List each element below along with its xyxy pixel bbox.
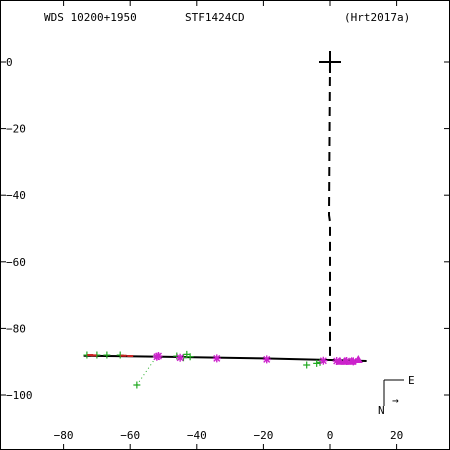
compass-motion-arrow: →	[392, 394, 399, 407]
primary-star-marker	[319, 51, 341, 73]
x-tick-label: −40	[187, 429, 207, 442]
header-wds-id: WDS 10200+1950	[44, 11, 137, 24]
star-mark	[332, 357, 341, 366]
compass-north-label: N	[378, 404, 385, 417]
star-mark	[319, 356, 328, 365]
y-axis: 0 −20 −40 −60 −80 −100	[0, 56, 450, 402]
triangle-mark	[353, 355, 363, 364]
y-tick-label: −80	[6, 322, 26, 335]
compass-east-label: E	[408, 374, 415, 387]
y-tick-label: −100	[6, 389, 33, 402]
star-mark	[212, 354, 221, 363]
y-tick-label: −20	[6, 123, 26, 136]
header-reference: (Hrt2017a)	[344, 11, 410, 24]
compass: E N →	[378, 374, 415, 417]
residual-line	[136, 355, 158, 386]
x-tick-label: 20	[390, 429, 403, 442]
star-mark	[262, 355, 271, 364]
x-tick-label: −60	[120, 429, 140, 442]
orbit-lines	[83, 61, 367, 386]
x-axis: −80 −60 −40 −20 0 20	[54, 0, 403, 450]
y-tick-label: −40	[6, 189, 26, 202]
y-tick-label: −60	[6, 256, 26, 269]
orbit-curve	[83, 354, 367, 363]
periastron-line	[328, 61, 331, 361]
star-mark	[154, 352, 163, 361]
primary-plus	[319, 51, 341, 73]
plus-mark	[313, 359, 321, 367]
plus-mark	[186, 353, 194, 361]
y-tick-label: 0	[6, 56, 13, 69]
triangle-mark	[347, 356, 357, 365]
header-star-name: STF1424CD	[185, 11, 245, 24]
plus-mark	[133, 381, 141, 389]
x-tick-label: −80	[54, 429, 74, 442]
x-tick-label: 0	[327, 429, 334, 442]
plus-mark	[303, 361, 311, 369]
star-mark	[176, 353, 185, 362]
observation-marks	[83, 350, 363, 389]
plus-mark	[103, 351, 111, 359]
x-tick-label: −20	[253, 429, 273, 442]
triangle-mark	[340, 356, 350, 365]
